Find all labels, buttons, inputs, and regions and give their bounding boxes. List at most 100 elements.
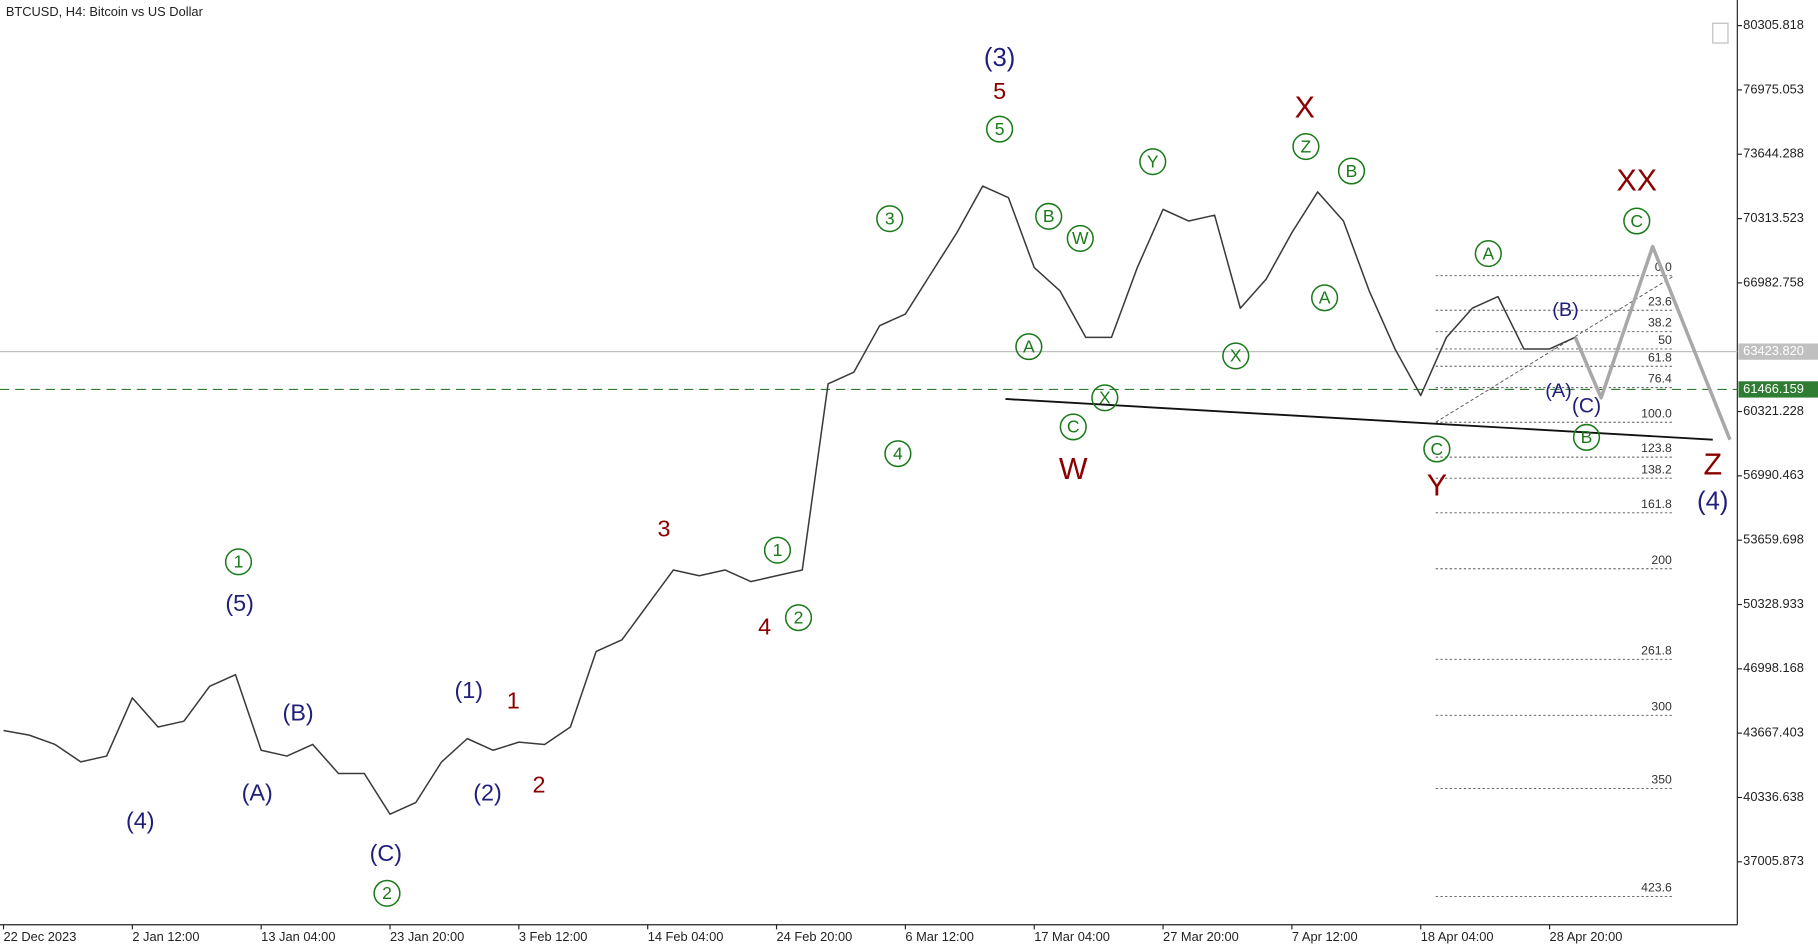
wave-label: 5 xyxy=(993,78,1006,104)
x-tick-label: 28 Apr 20:00 xyxy=(1550,929,1623,944)
chart-title: BTCUSD, H4: Bitcoin vs US Dollar xyxy=(6,4,204,19)
wave-circle xyxy=(1015,333,1043,361)
fib-label: 300 xyxy=(1651,699,1672,713)
wave-circle xyxy=(1035,202,1063,230)
fib-label: 123.8 xyxy=(1641,441,1672,455)
wave-label: 1 xyxy=(507,688,520,714)
x-tick-label: 22 Dec 2023 xyxy=(4,929,77,944)
y-tick-label: 46998.168 xyxy=(1743,660,1804,675)
wave-label: B xyxy=(1346,161,1358,181)
forecast-line xyxy=(1573,244,1732,441)
wave-label: (A) xyxy=(1545,380,1571,402)
x-tick-label: 6 Mar 12:00 xyxy=(905,929,974,944)
wave-label: C xyxy=(1067,417,1080,437)
wave-label: XX xyxy=(1617,165,1658,198)
wave-label: (2) xyxy=(473,780,502,806)
x-tick-label: 24 Feb 20:00 xyxy=(777,929,853,944)
y-tick-label: 40336.638 xyxy=(1743,789,1804,804)
fib-label: 350 xyxy=(1651,773,1672,787)
x-tick-label: 7 Apr 12:00 xyxy=(1292,929,1358,944)
wave-label: W xyxy=(1059,453,1088,486)
wave-label: 5 xyxy=(995,119,1005,139)
price-label: 61466.159 xyxy=(1743,381,1804,396)
wave-label: Z xyxy=(1301,136,1312,156)
wave-label: Y xyxy=(1427,469,1447,502)
wave-label: W xyxy=(1072,228,1089,248)
wave-label: (3) xyxy=(984,44,1015,72)
fib-label: 76.4 xyxy=(1648,372,1672,386)
wave-label: (C) xyxy=(1572,395,1601,418)
wave-circle xyxy=(1623,207,1651,235)
wave-label: X xyxy=(1230,346,1242,366)
fib-label: 100.0 xyxy=(1641,406,1672,420)
wave-circle xyxy=(1066,224,1094,253)
x-tick-label: 3 Feb 12:00 xyxy=(519,929,588,944)
wave-label: (4) xyxy=(1697,487,1728,515)
wave-label: (A) xyxy=(242,780,273,806)
wave-label: (B) xyxy=(283,699,314,725)
fib-label: 23.6 xyxy=(1648,294,1672,308)
wave-label: Y xyxy=(1147,152,1159,172)
wave-label: 2 xyxy=(794,607,804,627)
wave-label: 2 xyxy=(382,883,392,903)
wave-label: A xyxy=(1023,336,1035,356)
wave-label: (1) xyxy=(455,677,484,703)
x-tick-label: 18 Apr 04:00 xyxy=(1421,929,1494,944)
wave-circle xyxy=(1059,413,1087,441)
wave-circle xyxy=(1311,284,1339,312)
wave-circle xyxy=(373,879,401,907)
wave-circle xyxy=(876,205,904,233)
wave-label: X xyxy=(1099,388,1111,408)
panel-toggle-icon[interactable] xyxy=(1712,22,1729,44)
wave-label: X xyxy=(1295,91,1315,124)
wave-label: (4) xyxy=(126,808,155,834)
fib-label: 261.8 xyxy=(1641,643,1672,657)
x-tick-label: 13 Jan 04:00 xyxy=(261,929,335,944)
fib-label: 138.2 xyxy=(1641,462,1672,476)
y-tick-label: 76975.053 xyxy=(1743,81,1804,96)
wave-label: Z xyxy=(1703,449,1722,482)
wave-circle xyxy=(1292,133,1320,161)
wave-label: (5) xyxy=(225,590,254,616)
price-label: 63423.820 xyxy=(1743,343,1804,358)
x-tick-label: 17 Mar 04:00 xyxy=(1034,929,1110,944)
wave-circle xyxy=(884,440,912,468)
fib-label: 161.8 xyxy=(1641,497,1672,511)
wave-circle xyxy=(1337,157,1366,185)
price-line-series xyxy=(3,185,1576,815)
wave-circle xyxy=(1474,240,1502,268)
y-tick-label: 73644.288 xyxy=(1743,146,1804,161)
fib-label: 200 xyxy=(1651,553,1672,567)
y-tick-label: 37005.873 xyxy=(1743,853,1804,868)
wave-circle xyxy=(1091,384,1119,412)
x-tick-label: 23 Jan 20:00 xyxy=(390,929,464,944)
wave-label: 1 xyxy=(773,540,783,560)
wave-label: A xyxy=(1482,243,1494,263)
price-label-box xyxy=(1738,381,1818,398)
wave-label: 2 xyxy=(532,772,545,798)
fib-label: 38.2 xyxy=(1648,316,1672,330)
wave-circle xyxy=(784,604,813,632)
x-tick-label: 2 Jan 12:00 xyxy=(132,929,199,944)
y-tick-label: 80305.818 xyxy=(1743,17,1804,32)
wave-label: 3 xyxy=(885,208,895,228)
y-tick-label: 70313.523 xyxy=(1743,210,1804,225)
y-tick-label: 66982.758 xyxy=(1743,274,1804,289)
fib-label: 423.6 xyxy=(1641,881,1672,895)
wave-label: (B) xyxy=(1552,299,1578,321)
wave-label: (C) xyxy=(370,840,402,866)
fib-label: 50 xyxy=(1658,333,1672,347)
wave-circle xyxy=(1139,148,1167,176)
trend-line xyxy=(1005,398,1713,441)
y-tick-label: 56990.463 xyxy=(1743,467,1804,482)
y-tick-label: 50328.933 xyxy=(1743,596,1804,611)
wave-circle xyxy=(985,115,1014,143)
y-tick-label: 43667.403 xyxy=(1743,725,1804,740)
fib-label: 61.8 xyxy=(1648,350,1672,364)
x-tick-label: 27 Mar 20:00 xyxy=(1163,929,1239,944)
wave-label: A xyxy=(1319,288,1331,308)
wave-circle xyxy=(1423,435,1451,463)
wave-label: C xyxy=(1630,211,1643,231)
